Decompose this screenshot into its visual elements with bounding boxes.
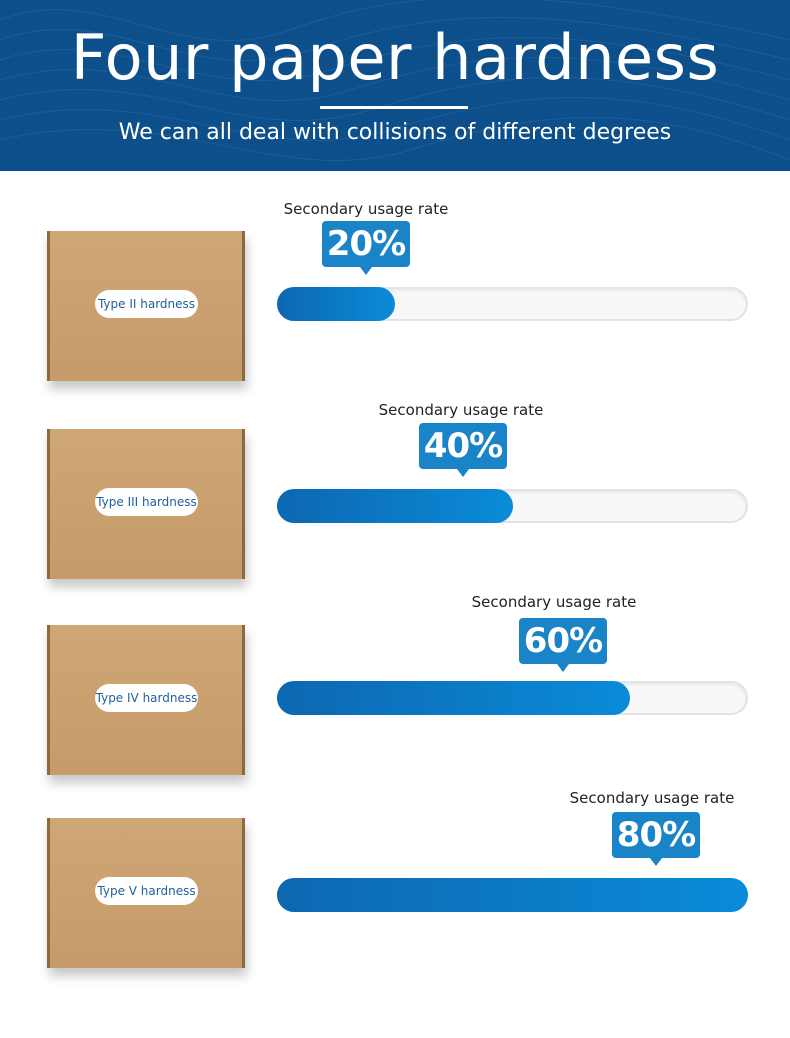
carton-box-image: Type IV hardness <box>47 625 245 775</box>
contour-lines-decoration <box>0 0 790 161</box>
hardness-row-type-ii: Type II hardness Secondary usage rate 20… <box>0 196 790 396</box>
progress-track <box>277 681 748 715</box>
percent-badge: 40% <box>419 423 507 477</box>
progress-track <box>277 287 748 321</box>
percent-value: 20% <box>326 224 406 264</box>
usage-rate-caption: Secondary usage rate <box>471 593 637 611</box>
badge-pointer <box>650 858 662 866</box>
percent-badge: 20% <box>322 221 410 275</box>
badge-pointer <box>457 469 469 477</box>
hardness-type-label: Type V hardness <box>95 877 198 905</box>
progress-track <box>277 878 748 912</box>
hardness-type-label: Type II hardness <box>95 290 198 318</box>
usage-rate-caption: Secondary usage rate <box>569 789 735 807</box>
hardness-row-type-v: Type V hardness Secondary usage rate 80% <box>0 787 790 987</box>
progress-fill <box>277 681 630 715</box>
title-underline <box>320 106 468 109</box>
percent-badge: 60% <box>519 618 607 672</box>
progress-fill <box>277 287 395 321</box>
percent-badge: 80% <box>612 812 700 866</box>
percent-value: 80% <box>616 815 696 855</box>
hardness-type-label: Type III hardness <box>95 488 198 516</box>
percent-value: 60% <box>523 621 603 661</box>
page-subtitle: We can all deal with collisions of diffe… <box>118 120 672 145</box>
header-banner: Four paper hardness We can all deal with… <box>0 0 790 171</box>
usage-rate-caption: Secondary usage rate <box>283 200 449 218</box>
badge-pointer <box>557 664 569 672</box>
percent-value: 40% <box>423 426 503 466</box>
carton-box-image: Type III hardness <box>47 429 245 579</box>
page-title: Four paper hardness <box>70 21 720 94</box>
carton-box-image: Type II hardness <box>47 231 245 381</box>
progress-track <box>277 489 748 523</box>
hardness-row-type-iv: Type IV hardness Secondary usage rate 60… <box>0 591 790 791</box>
carton-box-image: Type V hardness <box>47 818 245 968</box>
usage-rate-caption: Secondary usage rate <box>378 401 544 419</box>
badge-pointer <box>360 267 372 275</box>
progress-fill <box>277 489 513 523</box>
progress-fill <box>277 878 748 912</box>
hardness-row-type-iii: Type III hardness Secondary usage rate 4… <box>0 397 790 597</box>
hardness-type-label: Type IV hardness <box>95 684 198 712</box>
